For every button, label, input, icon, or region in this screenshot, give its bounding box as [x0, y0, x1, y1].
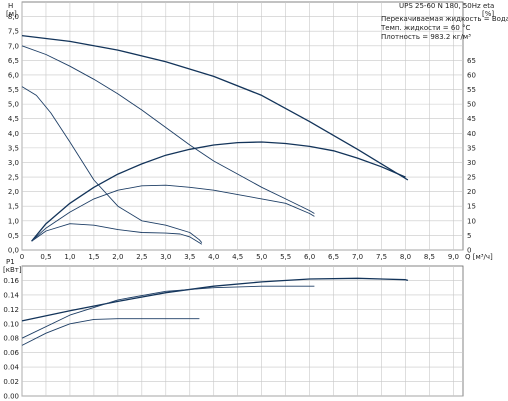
y-right-tick-label: 45 [467, 115, 476, 123]
y-left-tick-label: 4,5 [8, 115, 19, 123]
p1-tick-label: 0.04 [3, 364, 19, 372]
y-left-tick-label: 6,0 [8, 71, 19, 79]
medium-info-line: Темп. жидкости = 60 °C [380, 24, 471, 32]
y-left-tick-label: 4,0 [8, 130, 19, 138]
head-curve [21, 34, 409, 181]
y-left-tick-label: 7,5 [8, 28, 19, 36]
x-tick-label: 8,0 [400, 253, 411, 261]
x-tick-label: 2,5 [136, 253, 147, 261]
x-tick-label: 1,0 [64, 253, 75, 261]
x-tick-label: 6,5 [328, 253, 339, 261]
x-tick-label: 3,5 [184, 253, 195, 261]
x-tick-label: 4,0 [208, 253, 219, 261]
x-tick-label: 7,5 [376, 253, 387, 261]
y-left-axis-title-line2: [м] [6, 10, 17, 18]
y-right-tick-label: 30 [467, 159, 476, 167]
power-curve [21, 318, 200, 346]
p1-tick-label: 0.06 [3, 349, 19, 357]
head-curve [21, 86, 203, 243]
y-left-axis-title-line1: H [8, 2, 13, 10]
p1-tick-label: 0.10 [3, 320, 19, 328]
x-tick-label: 7,0 [352, 253, 363, 261]
pump-model-label: UPS 25-60 N 180, 50Hz [399, 2, 481, 10]
p1-tick-label: 0.16 [3, 277, 19, 285]
y-right-axis-title-line1: eta [483, 2, 494, 10]
power-curve [21, 277, 409, 322]
p1-tick-label: 0.14 [3, 291, 19, 299]
x-axis-title: Q [м³/ч] [465, 253, 493, 261]
y-right-axis-title-line2: [%] [482, 10, 494, 18]
p1-tick-label: 0.08 [3, 335, 19, 343]
y-right-tick-label: 35 [467, 144, 476, 152]
p1-axis-title-line1: P1 [6, 258, 15, 266]
p1-axis-title-line2: [кВт] [3, 266, 22, 274]
y-left-tick-label: 2,5 [8, 174, 19, 182]
x-tick-label: 8,5 [424, 253, 435, 261]
power-curve [21, 285, 315, 339]
y-left-tick-label: 3,0 [8, 159, 19, 167]
x-tick-label: 6,0 [304, 253, 315, 261]
y-right-tick-label: 0 [467, 247, 471, 255]
efficiency-curve [31, 223, 203, 245]
x-tick-label: 2,0 [112, 253, 123, 261]
y-left-tick-label: 3,5 [8, 144, 19, 152]
y-right-tick-label: 20 [467, 188, 476, 196]
y-left-tick-label: 8,0 [8, 13, 19, 21]
y-left-tick-label: 7,0 [8, 42, 19, 50]
efficiency-curve [31, 184, 315, 242]
x-tick-label: 5,5 [280, 253, 291, 261]
y-right-tick-label: 10 [467, 217, 476, 225]
y-left-tick-label: 5,0 [8, 101, 19, 109]
y-right-tick-label: 15 [467, 203, 476, 211]
medium-info-line: Перекачиваемая жидкость = Вода [381, 15, 508, 23]
y-left-tick-label: 2,0 [8, 188, 19, 196]
medium-info-line: Плотность = 983.2 кг/м³ [381, 33, 471, 41]
p1-tick-label: 0.00 [3, 393, 19, 401]
x-tick-label: 3,0 [160, 253, 171, 261]
y-right-tick-label: 55 [467, 86, 476, 94]
x-tick-label: 0 [20, 253, 24, 261]
p1-tick-label: 0.02 [3, 378, 19, 386]
y-right-tick-label: 40 [467, 130, 476, 138]
y-left-tick-label: 6,5 [8, 57, 19, 65]
y-left-tick-label: 1,0 [8, 217, 19, 225]
x-tick-label: 1,5 [88, 253, 99, 261]
y-left-tick-label: 0,5 [8, 232, 19, 240]
p1-tick-label: 0.12 [3, 306, 19, 314]
y-right-tick-label: 65 [467, 57, 476, 65]
y-right-tick-label: 50 [467, 101, 476, 109]
y-right-tick-label: 25 [467, 174, 476, 182]
y-right-tick-label: 60 [467, 71, 476, 79]
x-tick-label: 5,0 [256, 253, 267, 261]
y-left-tick-label: 0,0 [8, 247, 19, 255]
head-curve [21, 45, 315, 214]
x-tick-label: 4,5 [232, 253, 243, 261]
x-tick-label: 0,5 [40, 253, 51, 261]
bottom-plot-frame [21, 265, 464, 397]
x-tick-label: 9,0 [448, 253, 459, 261]
efficiency-curve [31, 141, 406, 242]
y-left-tick-label: 1,5 [8, 203, 19, 211]
y-left-tick-label: 5,5 [8, 86, 19, 94]
y-right-tick-label: 5 [467, 232, 471, 240]
